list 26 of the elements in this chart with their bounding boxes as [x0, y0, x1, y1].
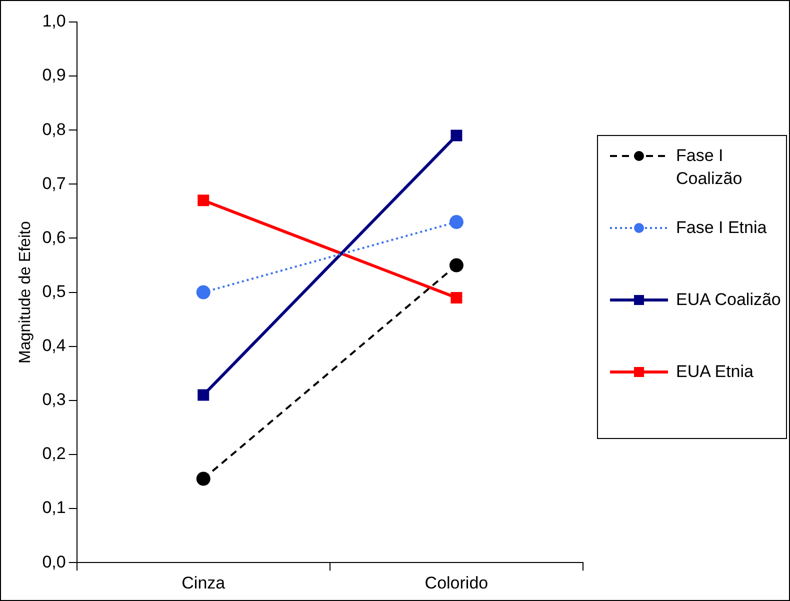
y-tick-label: 1,0: [42, 12, 66, 31]
y-tick-label: 0,4: [42, 336, 66, 356]
point: [449, 258, 464, 272]
y-tick-label: 0,7: [42, 174, 66, 193]
y-tick-label: 0,5: [42, 282, 66, 301]
point: [198, 389, 210, 401]
point: [449, 215, 464, 230]
legend-label: EUA Etnia: [676, 361, 754, 383]
point: [450, 130, 462, 142]
x-tick-label: Cinza: [182, 573, 226, 592]
y-tick-label: 0,6: [42, 228, 66, 247]
y-tick-label: 0,8: [42, 120, 66, 139]
point: [196, 472, 210, 486]
x-tick-label: Colorido: [424, 573, 488, 592]
y-tick-label: 0,3: [42, 390, 66, 410]
legend-label: Fase I Etnia: [676, 217, 768, 239]
y-tick-label: 0,9: [42, 66, 66, 85]
y-tick-label: 0,0: [42, 552, 66, 572]
y-tick-label: 0,2: [42, 444, 66, 464]
point: [196, 285, 210, 300]
legend-label: Fase I Coalizão: [676, 145, 744, 190]
point: [450, 292, 462, 304]
y-axis-title: Magnitude de Efeito: [17, 221, 34, 364]
y-tick-label: 0,1: [42, 498, 66, 518]
legend-label: EUA Coalizão: [676, 289, 782, 311]
point: [198, 194, 210, 206]
